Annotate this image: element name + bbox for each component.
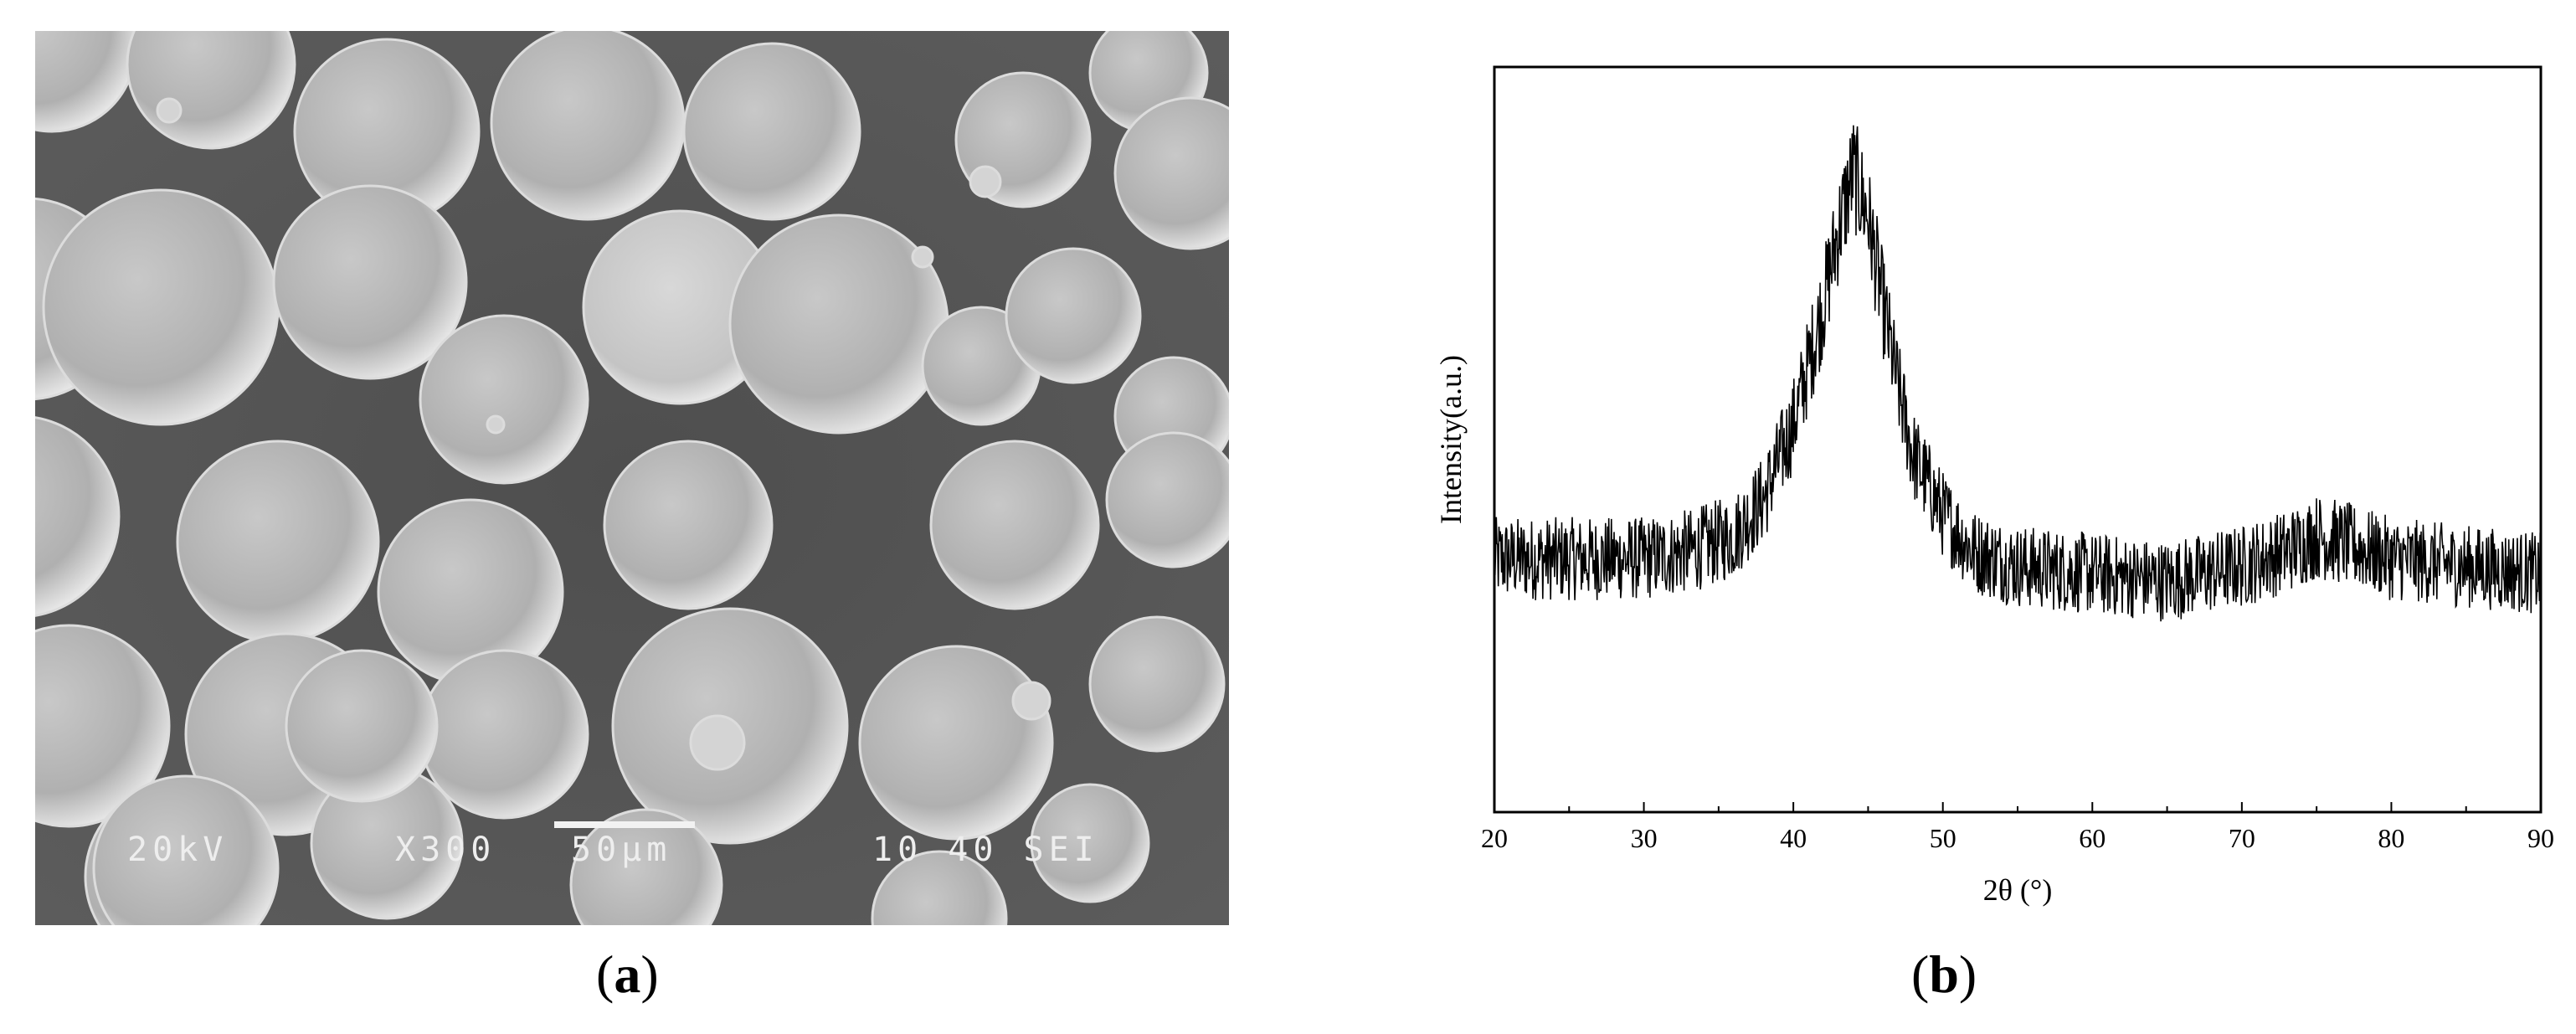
y-axis-title: Intensity(a.u.) <box>1434 355 1468 524</box>
x-axis-title: 2θ (°) <box>1983 873 2053 907</box>
x-tick-label: 90 <box>2527 823 2554 853</box>
sem-particle <box>1088 615 1226 753</box>
panel-a-caption-open: ( <box>596 944 614 1004</box>
x-tick-label: 30 <box>1631 823 1658 853</box>
sem-satellite-particle <box>911 245 934 269</box>
sem-scale-bar <box>554 821 695 828</box>
sem-particle <box>176 440 380 644</box>
sem-particle <box>728 213 949 435</box>
xrd-series <box>1494 125 2542 622</box>
x-tick-label: 20 <box>1481 823 1508 853</box>
sem-magnification-label: X300 <box>395 831 496 869</box>
sem-info-label: 10 40 SEI <box>872 831 1099 869</box>
xrd-trace-line <box>1494 125 2542 622</box>
panel-b-caption-open: ( <box>1911 944 1930 1004</box>
sem-particle <box>272 184 468 380</box>
sem-particle <box>603 440 774 610</box>
panel-b-caption-close: ) <box>1958 944 1977 1004</box>
panel-a-caption-letter: a <box>614 944 641 1004</box>
sem-satellite-particle <box>1011 681 1051 721</box>
sem-particle <box>42 188 280 426</box>
xrd-chart: 20 30 40 50 60 70 80 90 2θ (°) Intensity(a.u.) <box>1434 65 2554 907</box>
sem-particle <box>929 440 1100 610</box>
plot-frame-rect <box>1493 65 2543 814</box>
sem-particle <box>682 42 861 221</box>
sem-particle <box>1105 431 1229 568</box>
sem-satellite-particle <box>486 414 506 435</box>
sem-particles-image <box>35 31 1229 925</box>
sem-micrograph: 20kV X300 50μm 10 40 SEI <box>35 31 1229 925</box>
x-axis-ticks: 20 30 40 50 60 70 80 90 <box>1481 802 2554 853</box>
sem-satellite-particle <box>969 165 1002 198</box>
x-tick-label: 70 <box>2229 823 2255 853</box>
sem-particle <box>1005 247 1142 384</box>
sem-particle <box>35 416 121 617</box>
sem-voltage-label: 20kV <box>127 831 229 869</box>
panel-b-caption: (b) <box>1911 944 1977 1006</box>
sem-particle <box>1113 96 1229 250</box>
panel-a-caption: (a) <box>596 944 659 1006</box>
sem-particle <box>419 649 589 820</box>
sem-particle <box>569 808 723 925</box>
x-tick-label: 80 <box>2378 823 2404 853</box>
sem-particle <box>92 774 280 925</box>
panel-b-caption-letter: b <box>1929 944 1959 1004</box>
sem-satellite-particle <box>156 97 183 124</box>
sem-scale-label: 50μm <box>571 831 672 869</box>
sem-particle <box>858 645 1054 841</box>
plot-frame <box>1493 65 2543 814</box>
x-tick-label: 50 <box>1930 823 1956 853</box>
sem-particle <box>35 624 171 828</box>
sem-particle <box>871 850 1008 925</box>
x-tick-label: 60 <box>2079 823 2106 853</box>
sem-satellite-particle <box>689 714 746 771</box>
sem-particle <box>285 649 439 803</box>
sem-particle <box>490 31 686 221</box>
panel-a-caption-close: ) <box>640 944 659 1004</box>
x-tick-label: 40 <box>1780 823 1807 853</box>
sem-particle <box>419 314 589 485</box>
sem-particle <box>1030 783 1150 903</box>
